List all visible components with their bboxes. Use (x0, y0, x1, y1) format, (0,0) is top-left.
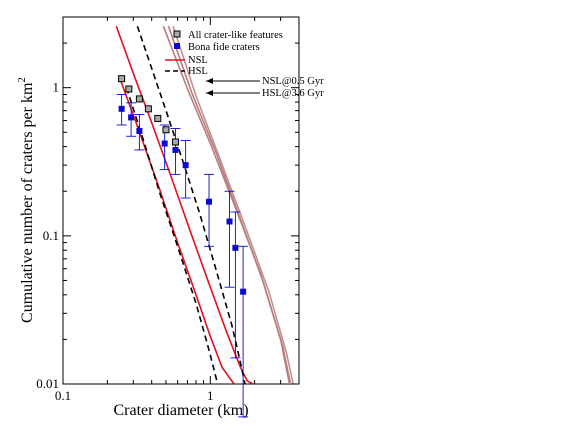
markers (118, 75, 247, 295)
data-point-bona-fide (128, 114, 135, 121)
data-point-bona-fide (136, 128, 143, 135)
curve-nsl-0-5-gyr-1 (167, 25, 292, 384)
data-point-all-features (162, 126, 170, 134)
legend-label-all-features: All crater-like features (188, 30, 283, 41)
legend: All crater-like features Bona fide crate… (165, 30, 283, 77)
legend-label-nsl: NSL (188, 55, 208, 66)
data-point-all-features (144, 105, 152, 113)
arrow-hsl-36-head (206, 90, 213, 96)
curves (115, 25, 294, 384)
annotation-nsl-05: NSL@0.5 Gyr (262, 76, 324, 87)
legend-swatch-all-features (173, 30, 181, 38)
y-axis-label-group: Cumulative number of craters per km2 (16, 77, 36, 323)
curve-hsl-1 (125, 87, 219, 384)
x-axis-label: Crater diameter (km) (113, 402, 248, 419)
legend-label-bona-fide: Bona fide craters (188, 42, 260, 53)
curve-hsl-3-6-gyr-0 (172, 25, 294, 384)
arrow-nsl-05-head (206, 78, 213, 84)
x-tick-label: 1 (207, 388, 214, 403)
plot-frame (62, 16, 300, 385)
legend-label-hsl: HSL (188, 66, 208, 77)
data-point-bona-fide (206, 198, 213, 205)
data-point-bona-fide (232, 244, 239, 251)
data-point-bona-fide (161, 140, 168, 147)
data-point-bona-fide (172, 146, 179, 153)
curve-nsl-1 (118, 75, 235, 384)
data-point-bona-fide (118, 105, 125, 112)
data-point-bona-fide (226, 218, 233, 225)
axis-ticks: 0.1 10.010.11 (36, 16, 300, 403)
annotations: NSL@0.5 Gyr HSL@3.6 Gyr (206, 76, 324, 99)
y-tick-label: 0.1 (43, 228, 59, 243)
data-point-all-features (171, 138, 179, 146)
data-point-all-features (154, 114, 162, 122)
x-tick-label: 0.1 (55, 388, 71, 403)
data-point-all-features (135, 95, 143, 103)
y-axis-label: Cumulative number of craters per km2 (16, 77, 36, 323)
data-point-all-features (125, 85, 133, 93)
y-tick-label: 0.01 (36, 376, 59, 391)
y-axis-label-main: Cumulative number of craters per km (19, 82, 36, 323)
data-point-all-features (118, 75, 126, 83)
data-point-bona-fide (240, 288, 247, 295)
y-axis-label-superscript: 2 (16, 77, 28, 83)
data-point-bona-fide (182, 162, 189, 169)
annotation-hsl-36: HSL@3.6 Gyr (262, 88, 324, 99)
legend-swatch-bona-fide (174, 43, 180, 49)
y-tick-label: 1 (53, 80, 60, 95)
